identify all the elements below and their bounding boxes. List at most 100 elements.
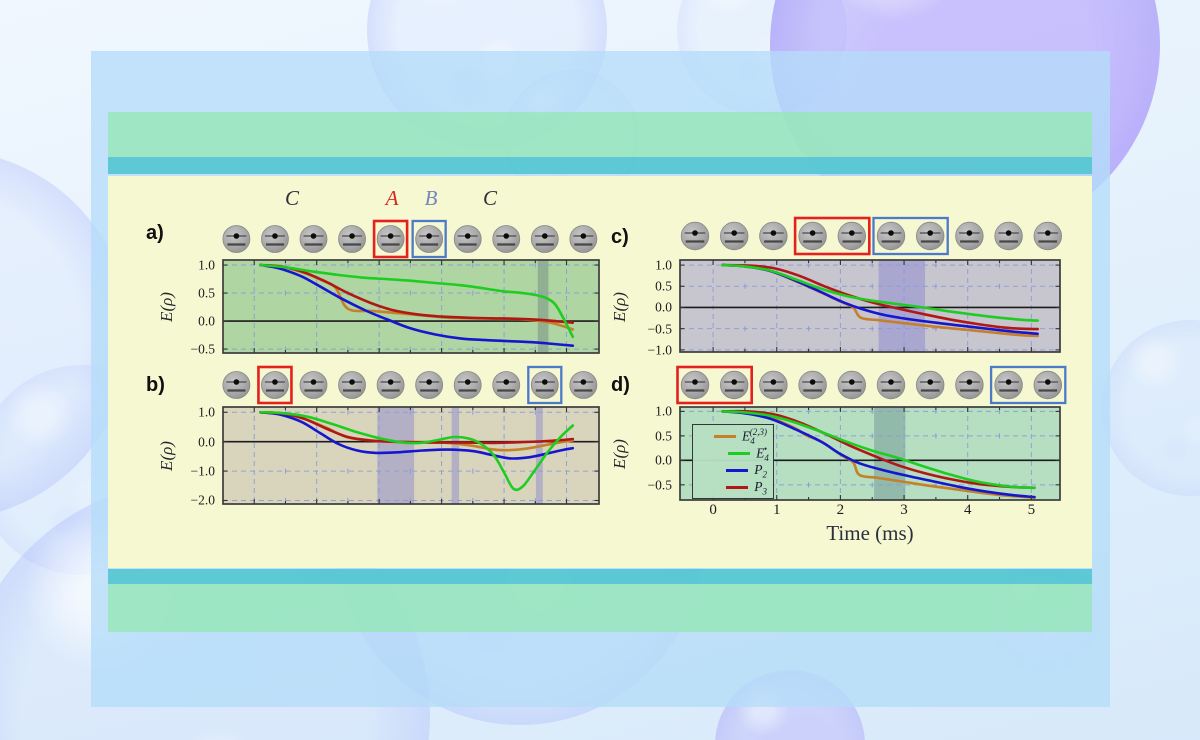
y-tick-label: −2.0 xyxy=(190,492,216,508)
atom-icon xyxy=(680,221,710,251)
atom-electron-dot xyxy=(272,233,278,239)
atom-icon xyxy=(376,225,405,253)
blue-selection-box xyxy=(527,365,563,405)
atom-icon xyxy=(680,370,710,400)
atom-electron-dot xyxy=(1005,230,1012,236)
atom-electron-dot xyxy=(692,230,698,236)
atom-body xyxy=(994,221,1023,251)
atom-icon xyxy=(955,370,984,400)
subsystem-label-c-right: C xyxy=(482,186,498,210)
atom-icon xyxy=(299,225,328,253)
atom-body xyxy=(720,221,749,251)
atom-icon xyxy=(798,370,827,400)
atom-electron-dot xyxy=(233,379,240,385)
red-selection-box xyxy=(372,219,409,259)
atom-icon xyxy=(222,371,251,399)
curves-group xyxy=(259,263,575,347)
atom-electron-dot xyxy=(310,233,317,239)
atom-electron-dot xyxy=(770,230,777,236)
y-tick-label: 1.0 xyxy=(655,403,672,419)
atom-icon xyxy=(1033,370,1063,400)
top-teal-band xyxy=(108,157,1092,174)
series-line-P3 xyxy=(259,263,575,324)
atom-body xyxy=(530,225,559,253)
curves-group xyxy=(721,263,1039,338)
plot-border xyxy=(222,406,600,505)
curves-group xyxy=(721,409,1036,499)
x-tick-label: 5 xyxy=(1027,502,1036,518)
atom-body xyxy=(876,370,906,400)
plot-area-a xyxy=(223,260,599,353)
top-green-band xyxy=(108,112,1092,157)
atom-electron-dot xyxy=(542,379,548,385)
atom-electron-dot xyxy=(1045,230,1051,236)
atom-icon xyxy=(261,371,289,399)
atom-chain-b xyxy=(222,365,598,405)
atom-electron-dot xyxy=(387,379,394,385)
atom-electron-dot xyxy=(809,379,816,385)
legend-row: P3 xyxy=(699,479,767,496)
subsystem-label-b: B xyxy=(424,186,438,210)
atom-icon xyxy=(222,225,251,253)
legend-label: E4(2,3) xyxy=(742,426,767,447)
plot-a xyxy=(222,259,600,354)
atom-body xyxy=(837,221,866,251)
legend-label: E4• xyxy=(756,443,769,464)
atom-body xyxy=(415,371,444,399)
atom-chain-d xyxy=(676,365,1067,405)
subsystem-label-a: A xyxy=(385,186,399,210)
atom-body xyxy=(415,225,444,253)
atom-electron-dot xyxy=(1045,379,1051,385)
x-axis-label: Time (ms) xyxy=(826,521,914,545)
atom-body xyxy=(222,225,251,253)
atom-electron-dot xyxy=(233,233,240,239)
atom-body xyxy=(680,221,710,251)
atom-electron-dot xyxy=(888,230,894,236)
atom-icon xyxy=(492,371,521,399)
atom-body xyxy=(376,225,405,253)
atom-electron-dot xyxy=(580,379,587,385)
panel-label-a: a) xyxy=(146,222,164,244)
atom-icon xyxy=(530,371,559,399)
atom-icon xyxy=(994,370,1023,400)
atom-electron-dot xyxy=(1005,379,1012,385)
atom-chain-a xyxy=(222,219,598,259)
y-tick-label: 0.5 xyxy=(198,285,215,301)
atom-body xyxy=(1033,221,1063,251)
atom-body xyxy=(222,371,251,399)
atom-icon xyxy=(261,225,289,253)
atom-icon xyxy=(415,225,444,253)
legend-swatch xyxy=(714,435,736,438)
y-tick-label: 1.0 xyxy=(198,404,215,420)
atom-icon xyxy=(492,225,521,253)
y-axis-label-b: E(ρ) xyxy=(157,441,176,471)
highlight-band xyxy=(537,260,549,353)
y-tick-label: 0.0 xyxy=(655,299,672,315)
atom-icon xyxy=(994,221,1023,251)
atom-icon xyxy=(720,370,749,400)
legend-row: E4(2,3) xyxy=(699,426,767,447)
atom-icon xyxy=(759,370,788,400)
series-line-P3 xyxy=(721,263,1039,331)
atom-body xyxy=(837,370,866,400)
y-tick-label: −0.5 xyxy=(190,341,216,357)
atom-icon xyxy=(338,225,366,253)
atom-body xyxy=(916,370,945,400)
atom-electron-dot xyxy=(966,379,973,385)
red-selection-box xyxy=(793,216,871,256)
atom-body xyxy=(955,221,984,251)
atom-icon xyxy=(916,370,945,400)
atom-icon xyxy=(916,221,945,251)
atom-body xyxy=(759,221,788,251)
atom-body xyxy=(798,221,827,251)
atom-icon xyxy=(453,371,482,399)
atom-icon xyxy=(1033,221,1063,251)
atom-electron-dot xyxy=(731,379,737,385)
series-line-P2 xyxy=(259,411,575,460)
atom-electron-dot xyxy=(503,233,510,239)
y-tick-label: 0.5 xyxy=(655,428,672,444)
blue-selection-box xyxy=(989,365,1067,405)
atom-electron-dot xyxy=(272,379,278,385)
atom-icon xyxy=(453,225,482,253)
